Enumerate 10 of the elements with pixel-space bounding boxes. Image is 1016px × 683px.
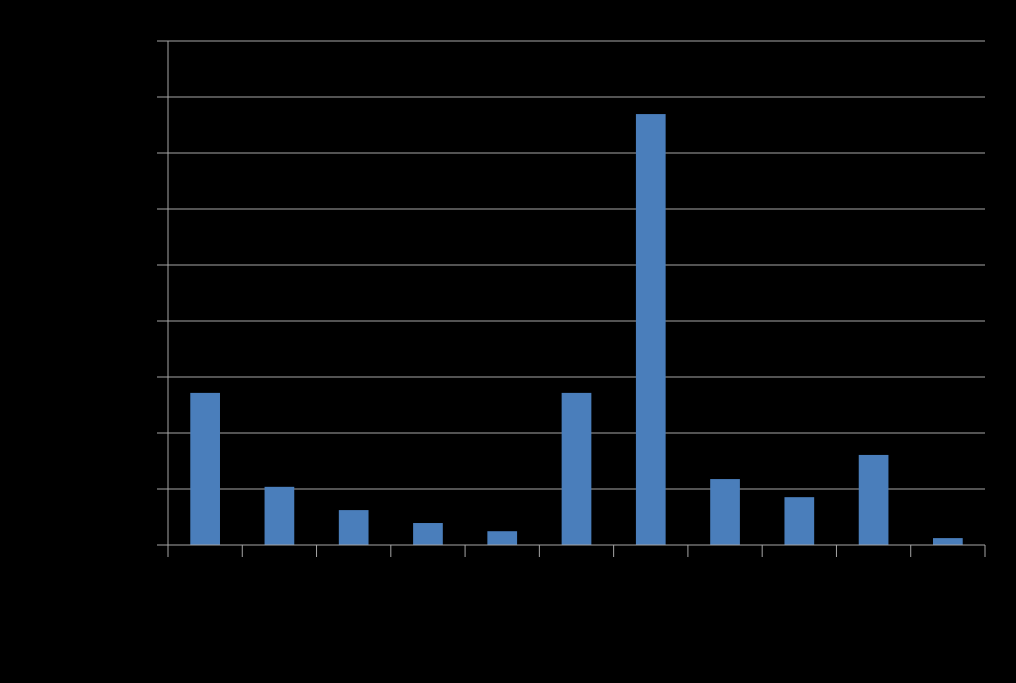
bar bbox=[858, 454, 889, 545]
bar bbox=[487, 531, 518, 545]
bar bbox=[338, 510, 369, 545]
bar bbox=[710, 479, 740, 545]
bar bbox=[190, 392, 220, 545]
bar bbox=[413, 523, 443, 545]
bar bbox=[784, 497, 815, 545]
bar bbox=[561, 392, 592, 545]
bar bbox=[635, 114, 666, 545]
bar bbox=[264, 486, 295, 545]
